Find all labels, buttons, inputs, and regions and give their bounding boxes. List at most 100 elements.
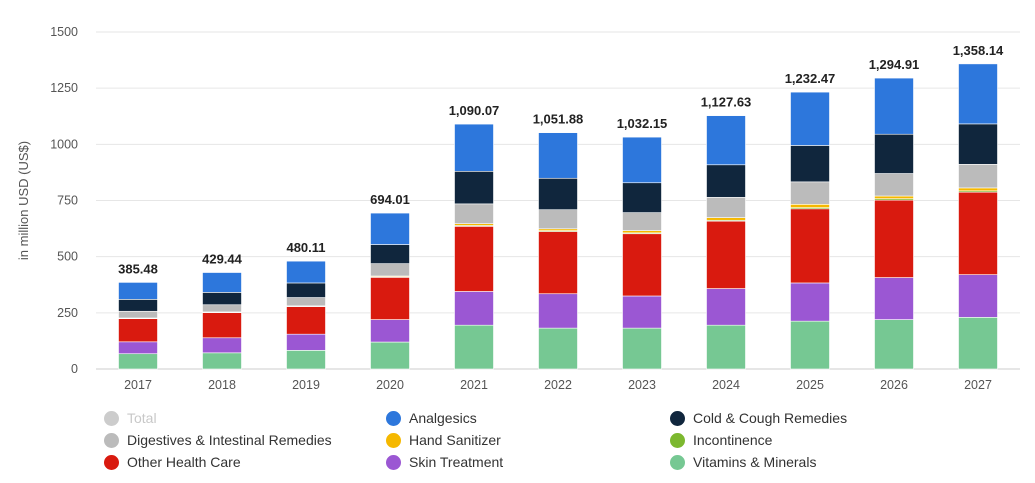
legend-item-digestives-intestinal-remedies[interactable]: Digestives & Intestinal Remedies — [104, 432, 332, 448]
bar-segment-cold-cough-remedies-2026[interactable] — [874, 133, 914, 174]
bar-segment-analgesics-2025[interactable] — [790, 91, 830, 146]
bar-segment-vitamins-minerals-2019[interactable] — [286, 350, 326, 370]
bar-segment-vitamins-minerals-2021[interactable] — [454, 324, 494, 370]
bar-segment-cold-cough-remedies-2022[interactable] — [538, 177, 578, 211]
bar-segment-vitamins-minerals-2026[interactable] — [874, 319, 914, 370]
x-tick-label-2024: 2024 — [712, 378, 740, 392]
total-label-2019: 480.11 — [286, 240, 325, 255]
bar-segment-other-health-care-2019[interactable] — [286, 306, 326, 335]
legend-item-incontinence[interactable]: Incontinence — [670, 432, 772, 448]
bar-segment-digestives-intestinal-remedies-2023[interactable] — [622, 212, 662, 231]
x-tick-label-2019: 2019 — [292, 378, 320, 392]
bar-segment-other-health-care-2017[interactable] — [118, 318, 158, 343]
total-label-2024: 1,127.63 — [701, 95, 752, 110]
bar-segment-cold-cough-remedies-2023[interactable] — [622, 182, 662, 213]
y-tick-label: 1500 — [50, 25, 78, 39]
bar-segment-skin-treatment-2021[interactable] — [454, 291, 494, 326]
x-tick-label-2025: 2025 — [796, 378, 824, 392]
bar-segment-vitamins-minerals-2020[interactable] — [370, 341, 410, 370]
bar-segment-other-health-care-2024[interactable] — [706, 220, 746, 289]
bar-segment-vitamins-minerals-2022[interactable] — [538, 327, 578, 370]
bar-segment-other-health-care-2025[interactable] — [790, 208, 830, 284]
legend-item-skin-treatment[interactable]: Skin Treatment — [386, 454, 503, 470]
bar-segment-digestives-intestinal-remedies-2027[interactable] — [958, 164, 998, 189]
bar-segment-analgesics-2024[interactable] — [706, 115, 746, 166]
bar-segment-digestives-intestinal-remedies-2021[interactable] — [454, 203, 494, 224]
bar-segment-cold-cough-remedies-2018[interactable] — [202, 292, 242, 306]
bar-segment-cold-cough-remedies-2027[interactable] — [958, 123, 998, 165]
bar-segment-cold-cough-remedies-2025[interactable] — [790, 145, 830, 183]
bar-segment-vitamins-minerals-2024[interactable] — [706, 324, 746, 370]
bar-segment-skin-treatment-2017[interactable] — [118, 341, 158, 355]
y-tick-label: 0 — [71, 362, 78, 376]
bar-segment-other-health-care-2020[interactable] — [370, 277, 410, 320]
bar-segment-vitamins-minerals-2027[interactable] — [958, 317, 998, 370]
bar-segment-skin-treatment-2023[interactable] — [622, 295, 662, 329]
bar-segment-other-health-care-2022[interactable] — [538, 231, 578, 295]
bar-segment-digestives-intestinal-remedies-2024[interactable] — [706, 197, 746, 218]
legend-label: Hand Sanitizer — [409, 432, 501, 448]
bar-segment-analgesics-2020[interactable] — [370, 212, 410, 245]
bar-segment-vitamins-minerals-2018[interactable] — [202, 352, 242, 370]
bar-segment-hand-sanitizer-2027[interactable] — [958, 187, 998, 192]
bar-segment-skin-treatment-2024[interactable] — [706, 288, 746, 326]
bar-segment-digestives-intestinal-remedies-2017[interactable] — [118, 310, 158, 319]
legend-label: Other Health Care — [127, 454, 241, 470]
bar-segment-cold-cough-remedies-2017[interactable] — [118, 299, 158, 312]
bar-segment-hand-sanitizer-2024[interactable] — [706, 217, 746, 221]
legend-label: Digestives & Intestinal Remedies — [127, 432, 332, 448]
bar-segment-digestives-intestinal-remedies-2019[interactable] — [286, 297, 326, 307]
legend-swatch — [386, 432, 401, 448]
bar-segment-skin-treatment-2022[interactable] — [538, 293, 578, 329]
bar-segment-digestives-intestinal-remedies-2022[interactable] — [538, 209, 578, 230]
bar-segment-vitamins-minerals-2023[interactable] — [622, 327, 662, 370]
bar-segment-other-health-care-2027[interactable] — [958, 191, 998, 275]
bar-segment-other-health-care-2021[interactable] — [454, 226, 494, 292]
bar-segment-analgesics-2022[interactable] — [538, 132, 578, 179]
bar-segment-digestives-intestinal-remedies-2020[interactable] — [370, 263, 410, 277]
bar-segment-analgesics-2026[interactable] — [874, 77, 914, 135]
y-axis-ticks: 0 250 500 750 1000 1250 1500 — [50, 25, 78, 376]
bar-segment-skin-treatment-2020[interactable] — [370, 319, 410, 343]
bar-segment-cold-cough-remedies-2024[interactable] — [706, 164, 746, 198]
bar-segment-digestives-intestinal-remedies-2026[interactable] — [874, 173, 914, 197]
legend-item-hand-sanitizer[interactable]: Hand Sanitizer — [386, 432, 501, 448]
bar-segment-analgesics-2019[interactable] — [286, 260, 326, 284]
bar-segment-other-health-care-2023[interactable] — [622, 233, 662, 297]
bar-segment-skin-treatment-2027[interactable] — [958, 274, 998, 318]
bar-segment-analgesics-2027[interactable] — [958, 63, 998, 125]
bar-segment-vitamins-minerals-2017[interactable] — [118, 353, 158, 370]
y-tick-label: 1000 — [50, 137, 78, 151]
total-labels: 385.48 429.44 480.11 694.01 1,090.07 1,051.88… — [118, 43, 1004, 277]
legend-item-total[interactable]: Total — [104, 410, 157, 426]
legend-label: Incontinence — [693, 432, 773, 448]
legend-item-analgesics[interactable]: Analgesics — [386, 410, 477, 426]
bar-segment-cold-cough-remedies-2019[interactable] — [286, 282, 326, 298]
bar-segment-skin-treatment-2025[interactable] — [790, 282, 830, 322]
bar-segment-hand-sanitizer-2025[interactable] — [790, 204, 830, 208]
bar-segment-digestives-intestinal-remedies-2018[interactable] — [202, 304, 242, 313]
total-label-2023: 1,032.15 — [617, 116, 668, 131]
bar-segment-hand-sanitizer-2023[interactable] — [622, 230, 662, 234]
bar-segment-analgesics-2023[interactable] — [622, 136, 662, 184]
bar-segment-other-health-care-2026[interactable] — [874, 199, 914, 278]
bar-segment-analgesics-2018[interactable] — [202, 272, 242, 293]
bar-segment-vitamins-minerals-2025[interactable] — [790, 320, 830, 370]
x-axis-ticks: 2017 2018 2019 2020 2021 2022 2023 2024 2025 2026… — [124, 378, 992, 392]
bar-segment-skin-treatment-2019[interactable] — [286, 333, 326, 351]
bar-segment-cold-cough-remedies-2021[interactable] — [454, 170, 494, 205]
bar-segment-skin-treatment-2018[interactable] — [202, 337, 242, 354]
bar-segment-analgesics-2021[interactable] — [454, 123, 494, 172]
bar-segment-analgesics-2017[interactable] — [118, 282, 158, 300]
bar-segment-cold-cough-remedies-2020[interactable] — [370, 244, 410, 264]
bar-segment-skin-treatment-2026[interactable] — [874, 277, 914, 320]
legend-item-cold-cough-remedies[interactable]: Cold & Cough Remedies — [670, 410, 847, 426]
total-label-2025: 1,232.47 — [785, 71, 836, 86]
total-label-2018: 429.44 — [202, 252, 243, 267]
bar-segment-other-health-care-2018[interactable] — [202, 312, 242, 339]
bar-segment-hand-sanitizer-2026[interactable] — [874, 195, 914, 200]
legend-item-vitamins-minerals[interactable]: Vitamins & Minerals — [670, 454, 816, 470]
bar-segment-digestives-intestinal-remedies-2025[interactable] — [790, 181, 830, 205]
legend-item-other-health-care[interactable]: Other Health Care — [104, 454, 241, 470]
